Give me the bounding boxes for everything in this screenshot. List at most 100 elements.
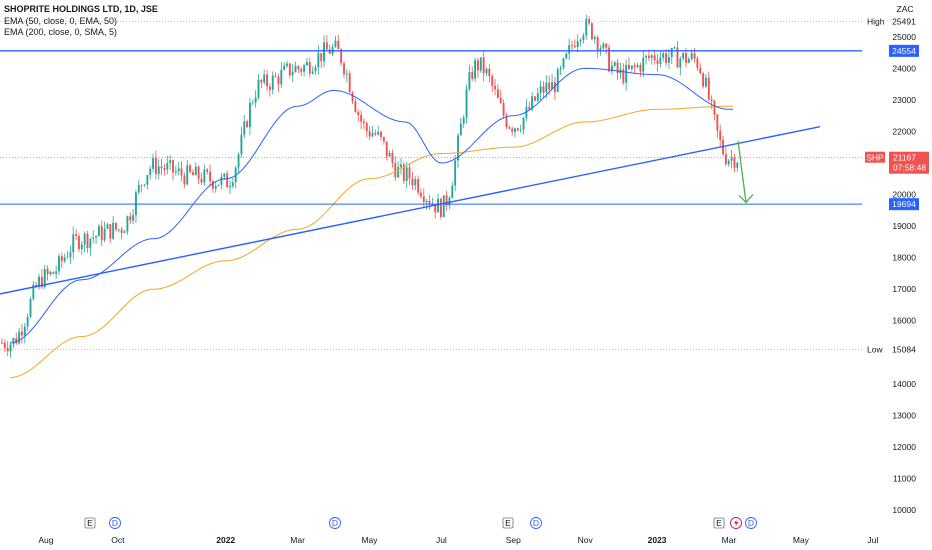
candle: [306, 58, 308, 67]
event-marker[interactable]: D: [109, 517, 121, 529]
projection-arrow-shaft[interactable]: [737, 140, 747, 203]
candle-body: [545, 82, 548, 93]
candle: [610, 60, 613, 75]
x-tick-label: Mar: [290, 535, 305, 545]
candle: [320, 53, 323, 69]
candle: [75, 228, 78, 241]
candle-body: [499, 98, 502, 103]
candle: [437, 193, 439, 213]
candle: [209, 164, 211, 186]
candle: [115, 222, 117, 232]
dividend-icon[interactable]: [329, 517, 341, 529]
trendline[interactable]: [0, 126, 821, 295]
candle-body: [166, 163, 169, 170]
support-tag-value-bg: [889, 198, 919, 211]
candle: [280, 62, 283, 89]
candle-body: [189, 165, 192, 172]
candle: [266, 69, 268, 92]
candle-body: [200, 178, 203, 183]
candle-body: [733, 157, 736, 168]
y-tick-label: 18000: [892, 253, 916, 263]
candle-body: [334, 40, 337, 47]
candle-body: [479, 57, 482, 71]
dividend-letter: D: [112, 518, 118, 528]
candle-body: [120, 229, 123, 233]
candle: [519, 124, 522, 133]
earnings-icon[interactable]: [713, 517, 725, 529]
candle-body: [693, 53, 696, 59]
event-marker[interactable]: E: [502, 517, 514, 529]
candle-body: [251, 102, 254, 104]
candle: [229, 180, 231, 195]
event-marker[interactable]: [730, 517, 742, 529]
candle-body: [15, 338, 18, 344]
high-tag-label-bg: [863, 15, 891, 28]
candle: [192, 169, 194, 176]
candle-body: [385, 141, 388, 157]
candle-body: [505, 115, 508, 128]
candle-body: [174, 171, 177, 173]
candle-body: [633, 65, 636, 68]
candle: [23, 322, 26, 344]
candle: [97, 224, 100, 237]
candle-body: [736, 162, 739, 168]
candle-body: [690, 53, 693, 60]
candle-body: [625, 64, 628, 83]
candle: [135, 189, 137, 223]
candle-body: [286, 63, 288, 66]
high-tag-value: 25491: [892, 16, 916, 26]
candle: [428, 194, 431, 210]
candle-body: [425, 200, 428, 203]
dividend-icon[interactable]: [745, 517, 757, 529]
candle-body: [323, 42, 325, 62]
candle-body: [214, 185, 217, 189]
candle: [559, 65, 562, 75]
candle: [32, 281, 35, 301]
candle-body: [542, 86, 545, 93]
candle: [439, 197, 442, 220]
candle: [9, 342, 12, 358]
candle: [628, 57, 630, 71]
candle: [477, 57, 479, 78]
candle-body: [351, 92, 354, 102]
candle-body: [86, 233, 89, 249]
candle-body: [454, 160, 457, 186]
candle: [653, 49, 656, 65]
candle: [83, 231, 86, 253]
earnings-icon[interactable]: [502, 517, 514, 529]
event-marker[interactable]: D: [530, 517, 542, 529]
candle-body: [434, 204, 437, 213]
event-marker[interactable]: D: [745, 517, 757, 529]
candle-body: [303, 65, 306, 72]
candle: [360, 110, 363, 129]
event-marker[interactable]: D: [329, 517, 341, 529]
candle: [639, 62, 642, 77]
candle: [687, 56, 690, 64]
candle: [573, 39, 576, 49]
candle: [172, 159, 174, 181]
candle-body: [565, 53, 568, 59]
earnings-icon[interactable]: [84, 517, 96, 529]
candle-body: [277, 76, 280, 85]
candle-body: [317, 53, 320, 68]
event-marker[interactable]: E: [713, 517, 725, 529]
price-tags: High 25491 24554 19694 Low 15084 SHP 2116707:58…: [863, 15, 929, 356]
candle: [616, 59, 619, 80]
candle: [400, 157, 402, 175]
candle: [277, 73, 280, 92]
candle: [100, 220, 103, 246]
candle: [505, 112, 508, 130]
candle-body: [308, 62, 311, 74]
candle: [645, 54, 648, 65]
event-marker[interactable]: E: [84, 517, 96, 529]
candle: [491, 73, 494, 93]
candle: [682, 52, 685, 62]
candle-body: [417, 179, 420, 193]
x-tick-label: Mar: [722, 535, 737, 545]
dividend-icon[interactable]: [530, 517, 542, 529]
candle-body: [702, 73, 705, 87]
dividend-icon[interactable]: [109, 517, 121, 529]
candle-body: [682, 53, 685, 59]
candle: [528, 101, 531, 111]
